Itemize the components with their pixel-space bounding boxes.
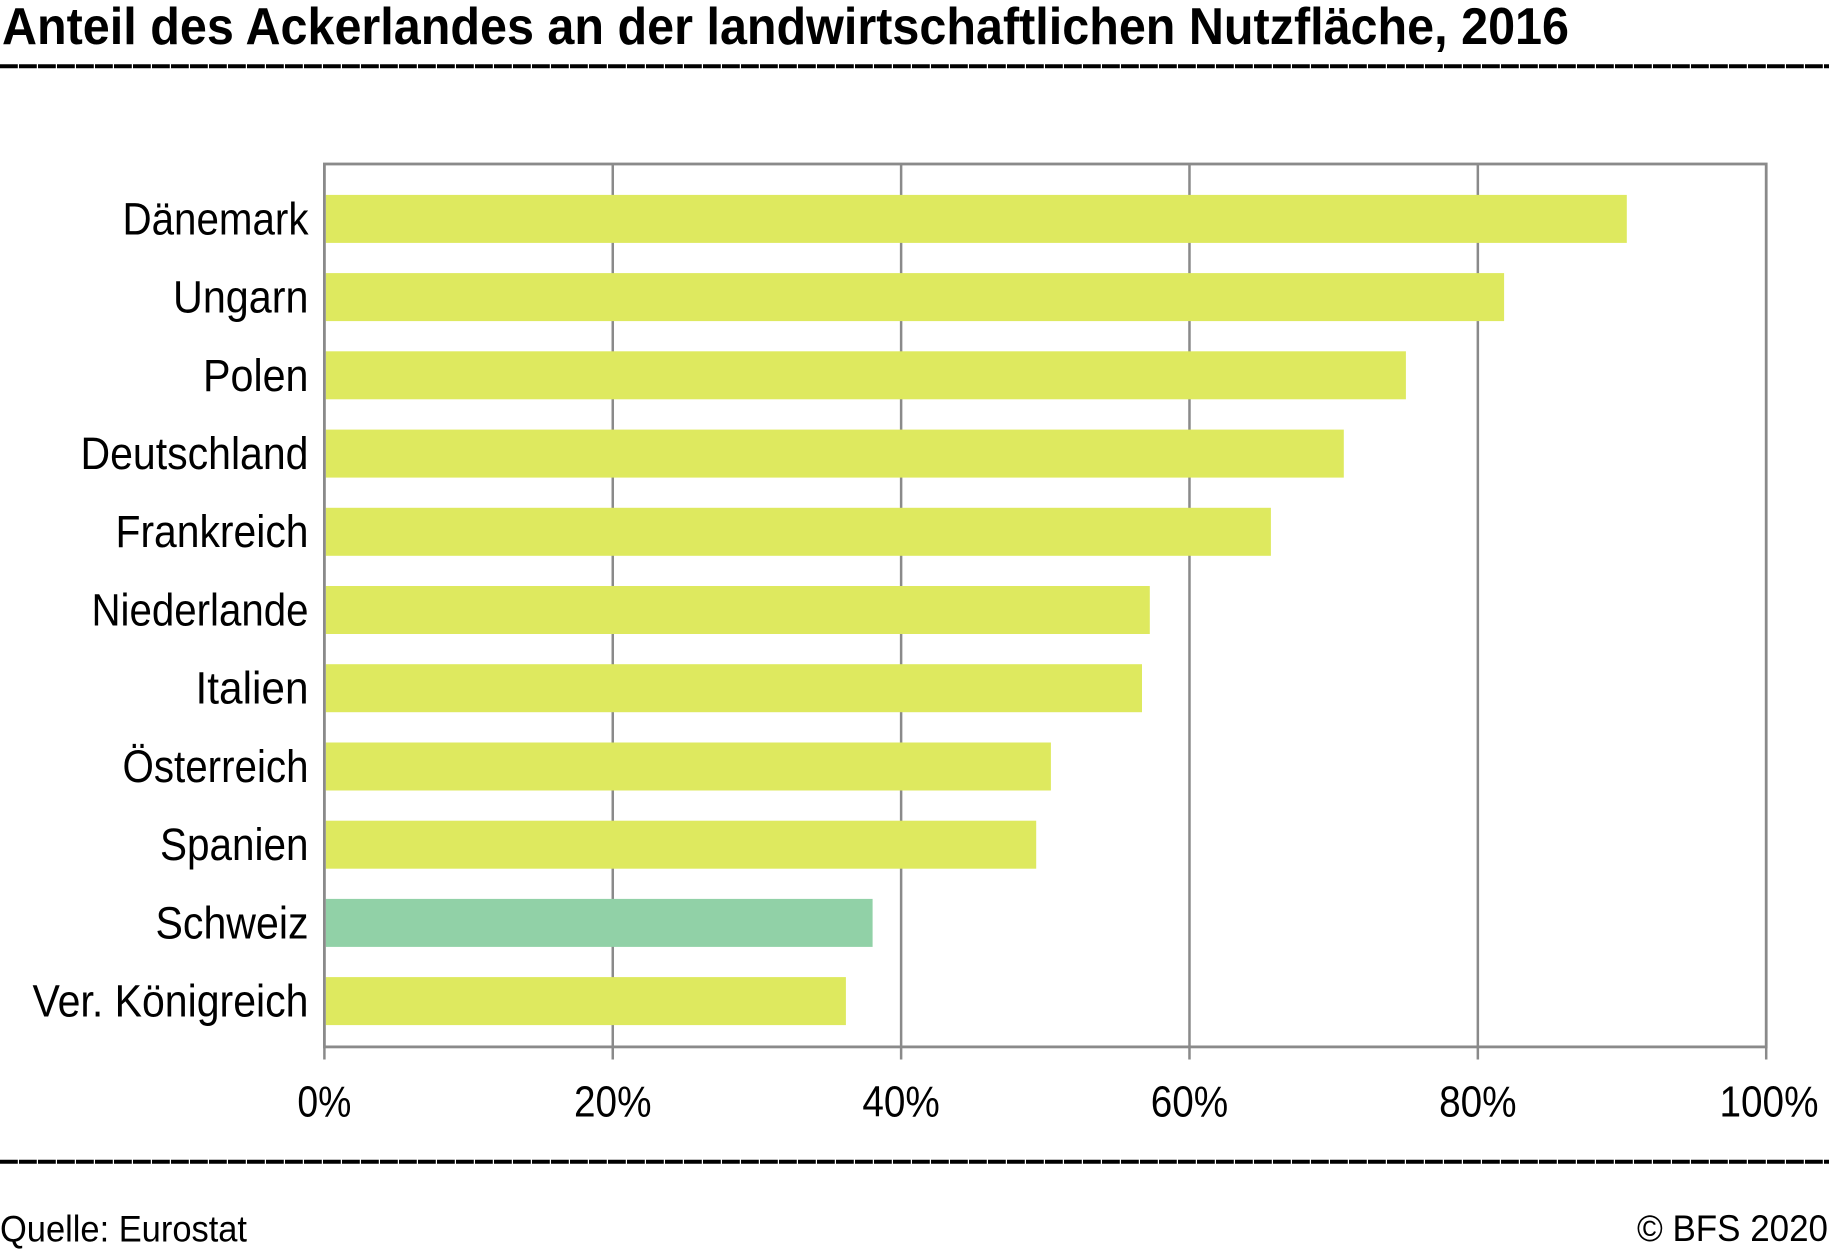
svg-text:Dänemark: Dänemark <box>123 193 309 244</box>
svg-text:Deutschland: Deutschland <box>81 428 309 479</box>
svg-text:20%: 20% <box>574 1078 652 1127</box>
svg-text:Österreich: Österreich <box>123 741 309 792</box>
svg-text:Ungarn: Ungarn <box>173 272 309 323</box>
svg-text:Niederlande: Niederlande <box>92 585 309 636</box>
svg-text:Polen: Polen <box>203 350 309 401</box>
svg-text:Italien: Italien <box>196 663 309 714</box>
svg-text:80%: 80% <box>1439 1078 1517 1127</box>
svg-text:Quelle: Eurostat: Quelle: Eurostat <box>0 1209 248 1250</box>
svg-text:Anteil des Ackerlandes an der: Anteil des Ackerlandes an der landwirtsc… <box>2 0 1569 56</box>
svg-text:Ver. Königreich: Ver. Königreich <box>33 976 309 1027</box>
svg-text:Schweiz: Schweiz <box>156 897 309 948</box>
svg-text:Frankreich: Frankreich <box>116 506 309 557</box>
svg-text:40%: 40% <box>862 1078 940 1127</box>
svg-text:100%: 100% <box>1720 1078 1819 1127</box>
svg-text:Spanien: Spanien <box>160 819 309 870</box>
svg-text:0%: 0% <box>297 1078 351 1127</box>
svg-text:© BFS 2020: © BFS 2020 <box>1637 1208 1828 1249</box>
svg-text:60%: 60% <box>1151 1078 1229 1127</box>
